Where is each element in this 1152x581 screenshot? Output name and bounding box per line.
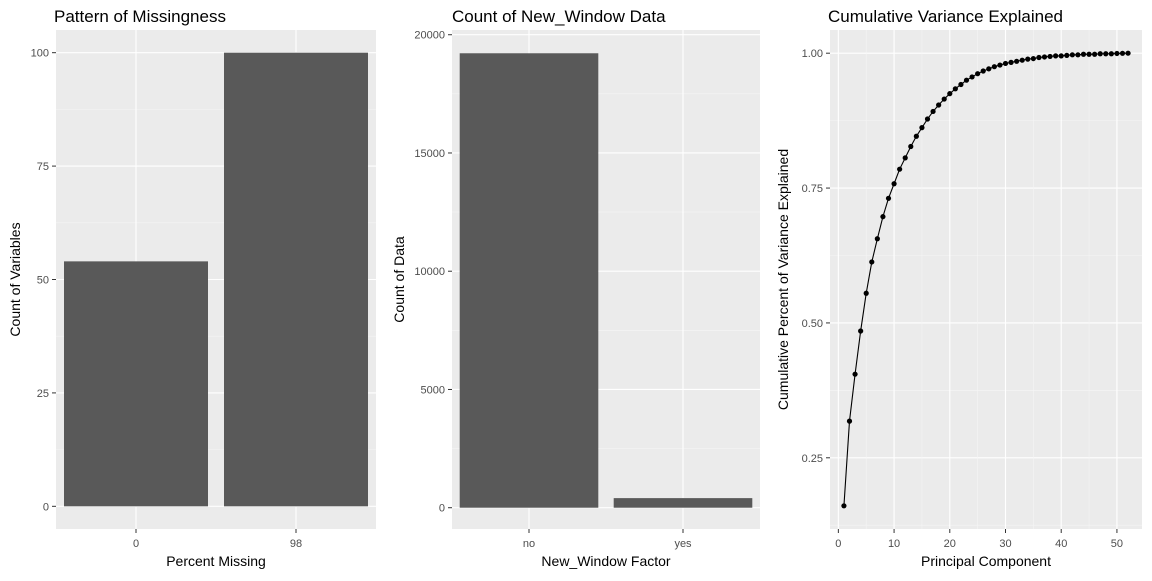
data-point-pc25 [975,71,981,77]
data-point-pc17 [930,108,936,115]
y-tick-label: 25 [37,388,49,400]
y-tick-label: 100 [31,48,49,60]
chart-panel-2: 0 5000 10000 15000 20000 no yes Count of New_Wi… [391,7,760,569]
x-axis-title: Percent Missing [166,553,266,569]
x-axis-title: New_Window Factor [541,553,670,569]
data-point-pc52 [1125,50,1131,56]
data-point-pc34 [1025,56,1031,62]
y-tick-label: 5000 [421,384,445,396]
data-point-pc47 [1097,51,1103,57]
x-tick-label: 50 [1111,538,1123,550]
data-point-pc3 [852,371,858,377]
data-point-pc5 [863,290,869,296]
data-point-pc49 [1108,51,1114,57]
data-point-pc33 [1019,57,1025,63]
chart-panel-3: 0.25 0.50 0.75 1.00 0 10 20 30 40 50 Cumulative Va… [775,7,1142,569]
bar-0 [64,261,208,507]
data-point-pc14 [913,133,919,139]
x-tick-label: 10 [888,538,900,550]
data-point-pc43 [1075,52,1081,58]
data-point-pc51 [1119,50,1126,56]
x-axis-title: Principal Component [921,553,1051,569]
bar-no [459,53,599,508]
data-point-pc22 [958,81,964,88]
y-tick-label: 0.75 [802,183,823,195]
y-axis-title: Count of Variables [7,222,23,336]
data-point-pc48 [1103,51,1109,57]
data-point-pc10 [891,181,897,187]
bar-yes [613,498,753,508]
data-point-pc35 [1030,55,1036,62]
data-point-pc19 [941,96,947,102]
data-point-pc30 [1002,60,1009,67]
data-point-pc23 [963,77,970,83]
data-point-pc28 [991,64,997,70]
x-tick-label: yes [674,538,692,550]
chart-title: Cumulative Variance Explained [828,7,1063,26]
x-tick-label: no [523,538,535,550]
data-point-pc2 [846,418,853,424]
data-point-pc29 [997,62,1003,68]
x-tick-label: 20 [944,538,956,550]
y-axis-title: Count of Data [391,236,407,323]
x-tick-label: 0 [133,538,139,550]
data-point-pc41 [1064,52,1070,58]
data-point-pc7 [874,236,880,242]
variance-line [843,52,1129,506]
data-point-pc45 [1086,51,1092,57]
y-tick-label: 0 [43,501,49,513]
chart-title: Count of New_Window Data [452,7,666,26]
data-point-pc12 [902,155,908,161]
x-tick-label: 0 [835,538,841,550]
data-point-pc36 [1036,54,1042,61]
data-point-pc4 [858,328,864,334]
data-point-pc50 [1114,50,1120,57]
data-point-pc31 [1008,59,1014,65]
data-point-pc13 [908,143,914,150]
data-point-pc37 [1041,54,1048,60]
chart-panel-1: 0 25 50 75 100 0 98 Pattern of Missingness Perce… [7,7,376,569]
y-tick-label: 0 [439,503,445,515]
data-point-pc24 [969,74,975,80]
y-tick-label: 0.25 [802,453,823,465]
panel-background [830,30,1142,529]
y-tick-label: 20000 [414,30,445,42]
data-point-pc21 [952,86,958,92]
data-point-pc42 [1069,52,1075,58]
data-point-pc20 [947,91,953,97]
data-point-pc27 [986,66,992,72]
data-point-pc1 [841,503,847,509]
chart-title: Pattern of Missingness [54,7,226,26]
data-point-pc18 [936,102,942,108]
y-tick-label: 10000 [414,266,445,278]
data-point-pc46 [1092,51,1098,57]
data-point-pc40 [1058,53,1064,59]
data-point-pc6 [869,259,875,265]
data-point-pc38 [1047,53,1053,60]
data-point-pc8 [880,214,886,220]
data-point-pc16 [924,116,931,122]
y-tick-label: 1.00 [802,48,823,60]
x-tick-label: 40 [1055,538,1067,550]
x-tick-label: 98 [290,538,302,550]
data-point-pc15 [919,125,925,131]
data-point-pc26 [980,68,986,74]
data-point-pc39 [1053,53,1059,59]
y-tick-label: 50 [37,275,49,287]
x-tick-label: 30 [999,538,1011,550]
y-tick-label: 15000 [414,148,445,160]
data-point-pc11 [897,166,903,172]
data-point-pc9 [885,195,892,201]
y-axis-title: Cumulative Percent of Variance Explained [775,149,791,410]
data-point-pc32 [1014,58,1020,64]
y-tick-label: 75 [37,161,49,173]
y-tick-label: 0.50 [802,318,823,330]
data-point-pc44 [1080,51,1087,57]
bar-98 [224,52,368,507]
